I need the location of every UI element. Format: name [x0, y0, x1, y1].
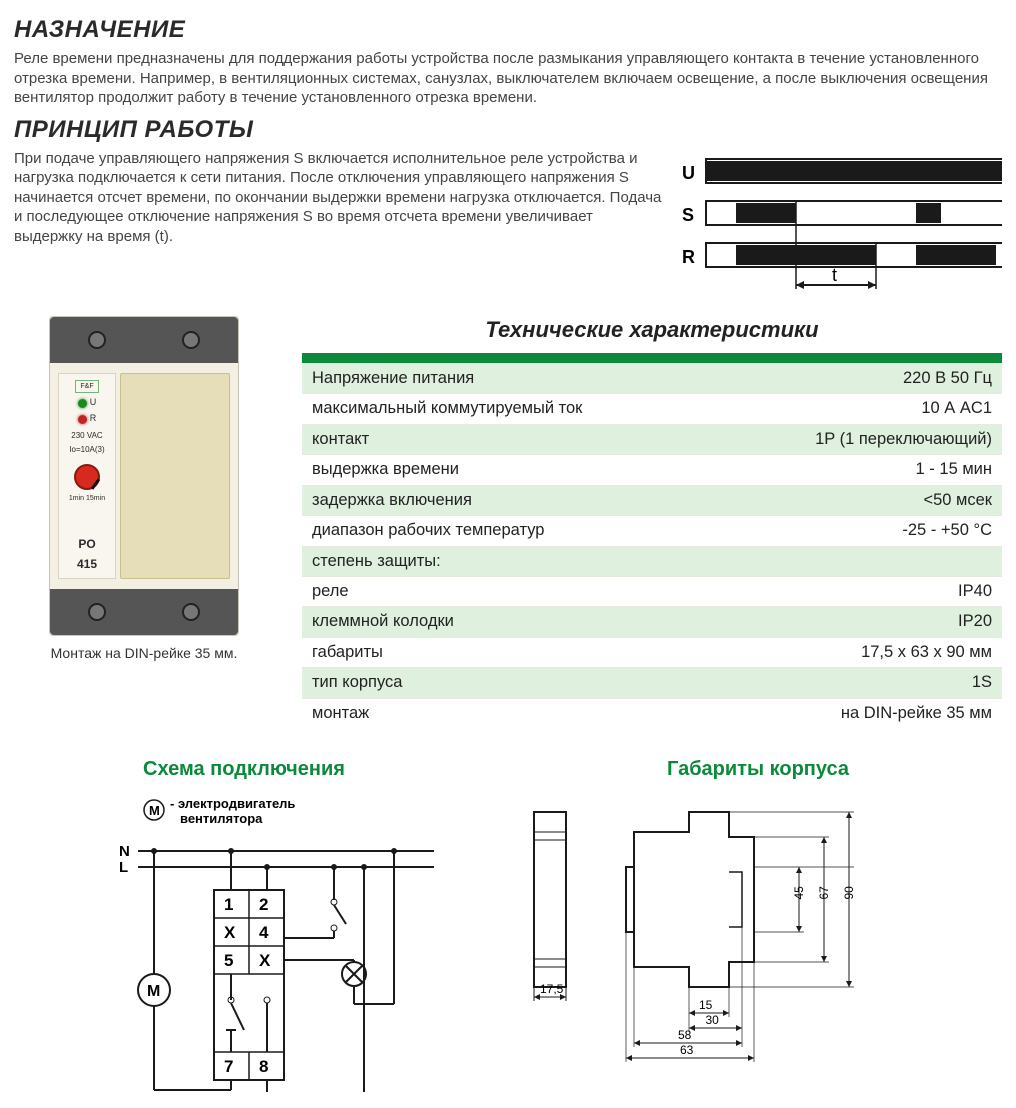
table-row: максимальный коммутируемый ток10 А AC1	[302, 394, 1002, 424]
svg-text:вентилятора: вентилятора	[180, 811, 263, 826]
table-row: релеIP40	[302, 577, 1002, 607]
table-row: выдержка времени1 - 15 мин	[302, 455, 1002, 485]
table-row: контакт1P (1 переключающий)	[302, 424, 1002, 454]
svg-text:M: M	[149, 803, 160, 818]
device-illustration: F&F U R 230 VAC Io=10A(3) 1min 15min PO …	[49, 316, 239, 636]
svg-text:5: 5	[224, 951, 233, 970]
table-row: монтажна DIN-рейке 35 мм	[302, 698, 1002, 728]
svg-text:2: 2	[259, 895, 268, 914]
table-row: степень защиты:	[302, 546, 1002, 576]
table-row: задержка включения<50 мсек	[302, 485, 1002, 515]
svg-text:X: X	[259, 951, 271, 970]
specs-header-bar	[302, 353, 1002, 363]
wiring-title: Схема подключения	[14, 756, 474, 782]
wiring-diagram: M - электродвигательвентилятора NL 1 2 X 4 5 X 7 8…	[14, 792, 474, 1092]
timing-diagram: U S Rt	[682, 149, 1002, 305]
svg-text:63: 63	[680, 1043, 694, 1057]
table-row: диапазон рабочих температур-25 - +50 °С	[302, 516, 1002, 546]
svg-text:90: 90	[842, 886, 856, 900]
heading-purpose: НАЗНАЧЕНИЕ	[14, 14, 1002, 45]
svg-text:- электродвигатель: - электродвигатель	[170, 796, 295, 811]
svg-text:X: X	[224, 923, 236, 942]
svg-text:15: 15	[699, 998, 713, 1012]
svg-text:45: 45	[792, 886, 806, 900]
svg-text:N: N	[119, 843, 130, 860]
table-row: тип корпуса1S	[302, 668, 1002, 698]
dimensions-title: Габариты корпуса	[514, 756, 1002, 782]
svg-text:17,5: 17,5	[540, 982, 564, 996]
principle-text: При подаче управляющего напряжения S вкл…	[14, 149, 662, 247]
table-row: клеммной колодкиIP20	[302, 607, 1002, 637]
specs-table: Напряжение питания220 В 50 Гцмаксимальны…	[302, 363, 1002, 728]
table-row: габариты17,5 х 63 х 90 мм	[302, 637, 1002, 667]
dimensions-diagram: 17,5 45 67 90 1530 5863	[514, 792, 934, 1092]
svg-text:30: 30	[706, 1013, 720, 1027]
svg-text:R: R	[682, 247, 695, 267]
svg-text:t: t	[832, 265, 837, 285]
svg-text:8: 8	[259, 1057, 268, 1076]
svg-text:S: S	[682, 205, 694, 225]
heading-principle: ПРИНЦИП РАБОТЫ	[14, 114, 1002, 145]
svg-text:7: 7	[224, 1057, 233, 1076]
svg-text:67: 67	[817, 886, 831, 900]
svg-text:58: 58	[678, 1028, 692, 1042]
svg-text:L: L	[119, 859, 128, 876]
svg-text:M: M	[147, 983, 160, 1000]
svg-text:4: 4	[259, 923, 269, 942]
specs-title: Технические характеристики	[302, 316, 1002, 345]
svg-text:1: 1	[224, 895, 233, 914]
purpose-text: Реле времени предназначены для поддержан…	[14, 49, 1002, 108]
table-row: Напряжение питания220 В 50 Гц	[302, 363, 1002, 393]
device-caption: Монтаж на DIN-рейке 35 мм.	[14, 644, 274, 662]
svg-text:U: U	[682, 163, 695, 183]
